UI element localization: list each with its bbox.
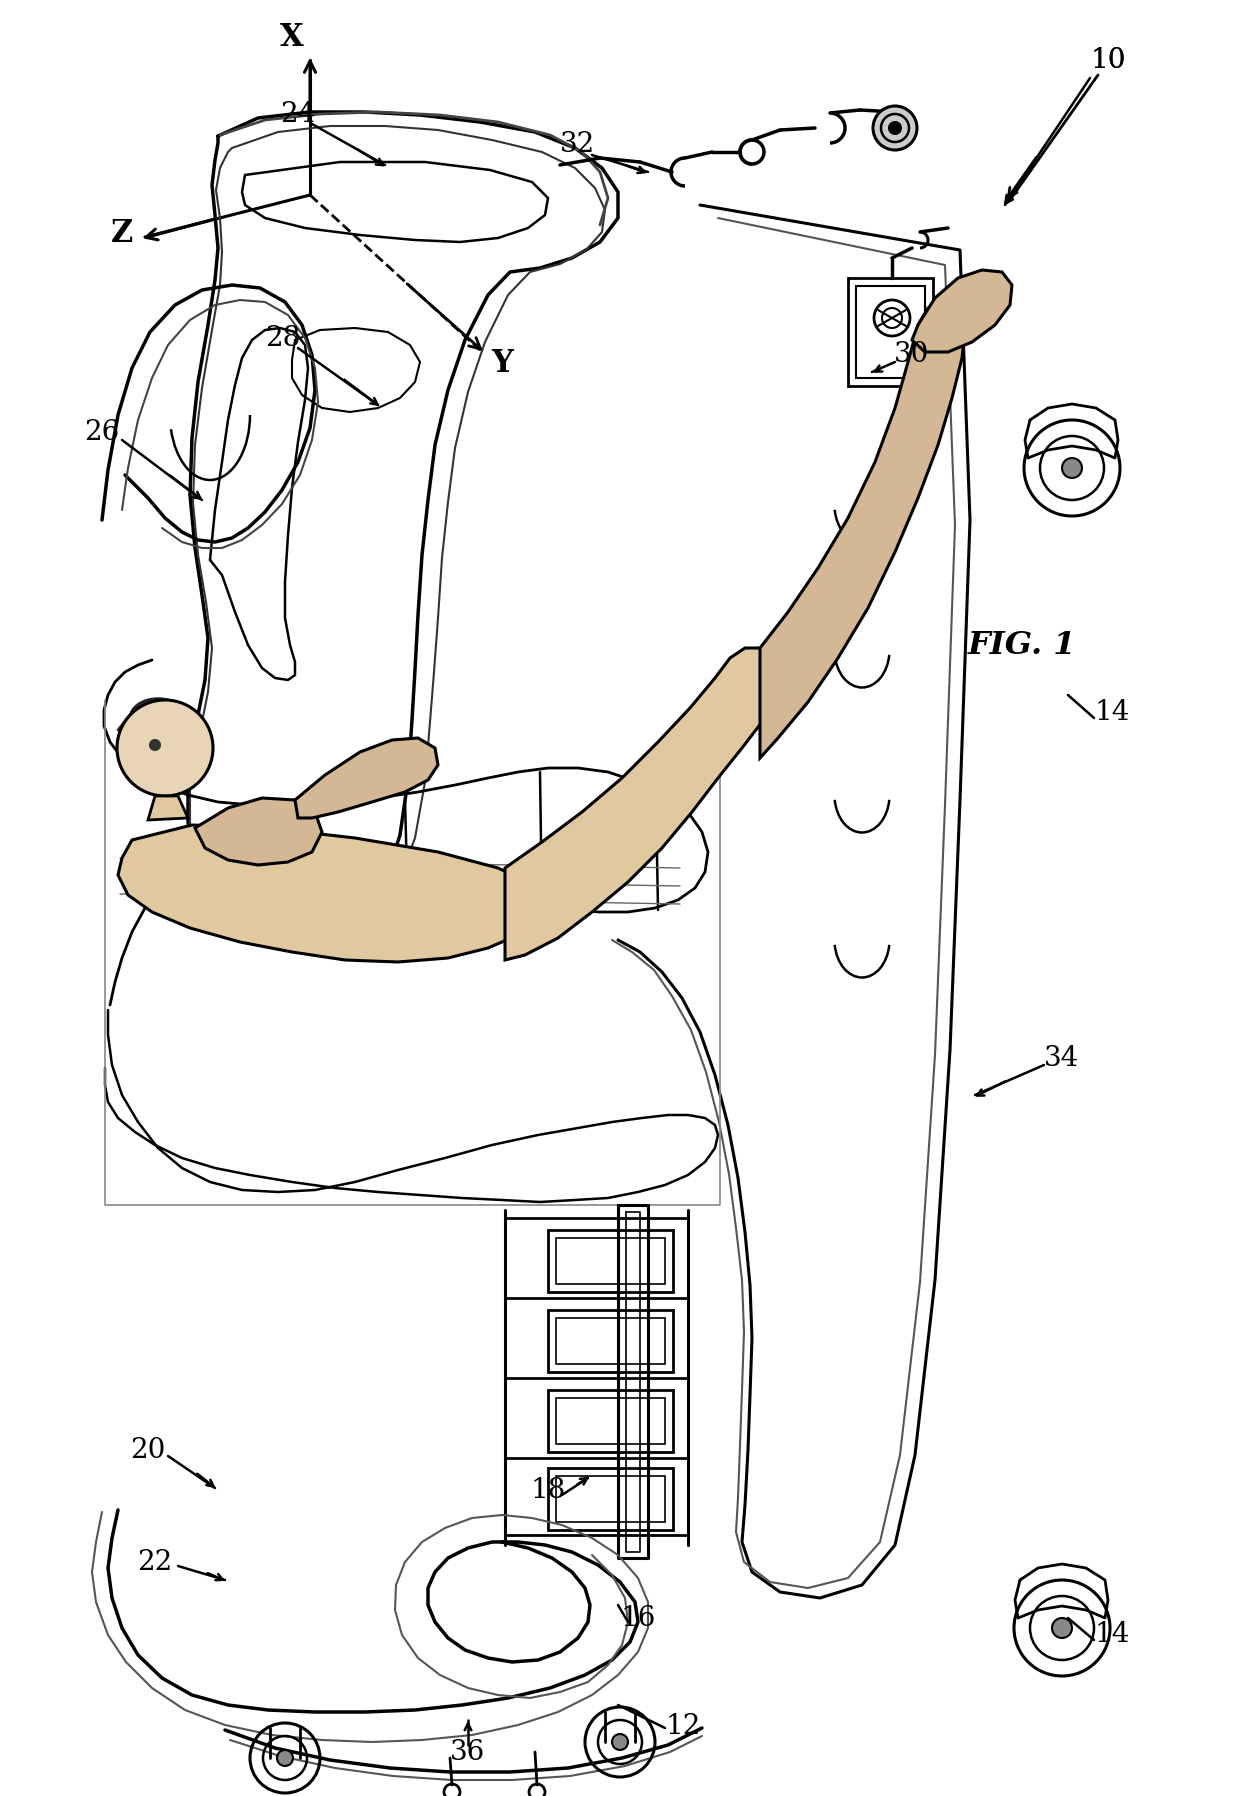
Bar	[548, 1230, 673, 1291]
Text: 30: 30	[894, 341, 930, 368]
Text: 12: 12	[666, 1713, 701, 1740]
Bar	[856, 286, 925, 377]
Text: 34: 34	[1044, 1045, 1080, 1072]
Text: 32: 32	[560, 131, 595, 158]
Circle shape	[1061, 458, 1083, 478]
Text: 10: 10	[1090, 47, 1126, 74]
Circle shape	[277, 1749, 293, 1765]
Bar	[556, 1237, 665, 1284]
Text: Y: Y	[491, 347, 513, 379]
Polygon shape	[148, 796, 188, 821]
Text: 16: 16	[620, 1604, 656, 1631]
Text: 22: 22	[138, 1548, 172, 1575]
Text: X: X	[280, 22, 304, 52]
Bar	[548, 1390, 673, 1451]
Text: 24: 24	[280, 102, 316, 129]
Circle shape	[117, 700, 213, 796]
Bar	[556, 1397, 665, 1444]
Text: 28: 28	[265, 325, 300, 352]
Text: 26: 26	[84, 418, 119, 445]
Polygon shape	[911, 269, 1012, 352]
Bar	[556, 1476, 665, 1521]
Text: 14: 14	[1095, 1622, 1130, 1649]
Bar	[548, 1467, 673, 1530]
Bar	[556, 1318, 665, 1363]
Text: 14: 14	[1095, 699, 1130, 726]
Text: 36: 36	[450, 1739, 486, 1765]
Circle shape	[613, 1733, 627, 1749]
Polygon shape	[505, 648, 777, 961]
Polygon shape	[760, 302, 965, 758]
Polygon shape	[195, 797, 322, 866]
Bar	[848, 278, 932, 386]
Text: 10: 10	[1090, 47, 1126, 74]
Bar	[548, 1309, 673, 1372]
Polygon shape	[295, 738, 438, 817]
Polygon shape	[118, 824, 542, 963]
Circle shape	[889, 122, 901, 135]
Text: Z: Z	[110, 217, 133, 248]
Text: 20: 20	[130, 1437, 166, 1464]
Circle shape	[873, 106, 918, 151]
Text: FIG. 1: FIG. 1	[967, 630, 1076, 661]
Circle shape	[150, 740, 160, 751]
Circle shape	[1052, 1618, 1073, 1638]
Text: 18: 18	[531, 1476, 565, 1503]
